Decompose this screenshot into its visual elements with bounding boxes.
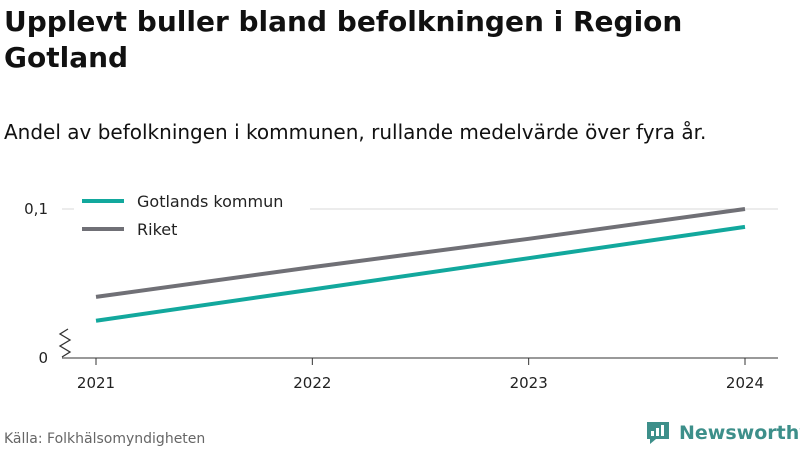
y-tick-label-0: 0 — [38, 349, 48, 367]
series-line-1 — [95, 207, 746, 299]
x-tick-label-0: 2021 — [77, 374, 115, 392]
brand-name: Newsworthy — [679, 422, 800, 444]
newsworthy-icon — [647, 422, 669, 444]
x-tick-label-2: 2023 — [510, 374, 548, 392]
x-tick-label-1: 2022 — [293, 374, 331, 392]
chart-subtitle: Andel av befolkningen i kommunen, rullan… — [4, 120, 707, 144]
series-line-0 — [95, 224, 746, 323]
x-tick-label-3: 2024 — [726, 374, 764, 392]
source-note: Källa: Folkhälsomyndigheten — [4, 431, 206, 447]
y-axis-break-icon — [58, 328, 72, 358]
chart-title: Upplevt buller bland befolkningen i Regi… — [4, 5, 683, 74]
brand-logo: Newsworthy — [645, 420, 800, 446]
y-tick-label-1: 0,1 — [24, 200, 48, 218]
legend-label-1: Riket — [137, 220, 177, 239]
legend-label-0: Gotlands kommun — [137, 192, 283, 211]
legend-background — [74, 186, 310, 242]
